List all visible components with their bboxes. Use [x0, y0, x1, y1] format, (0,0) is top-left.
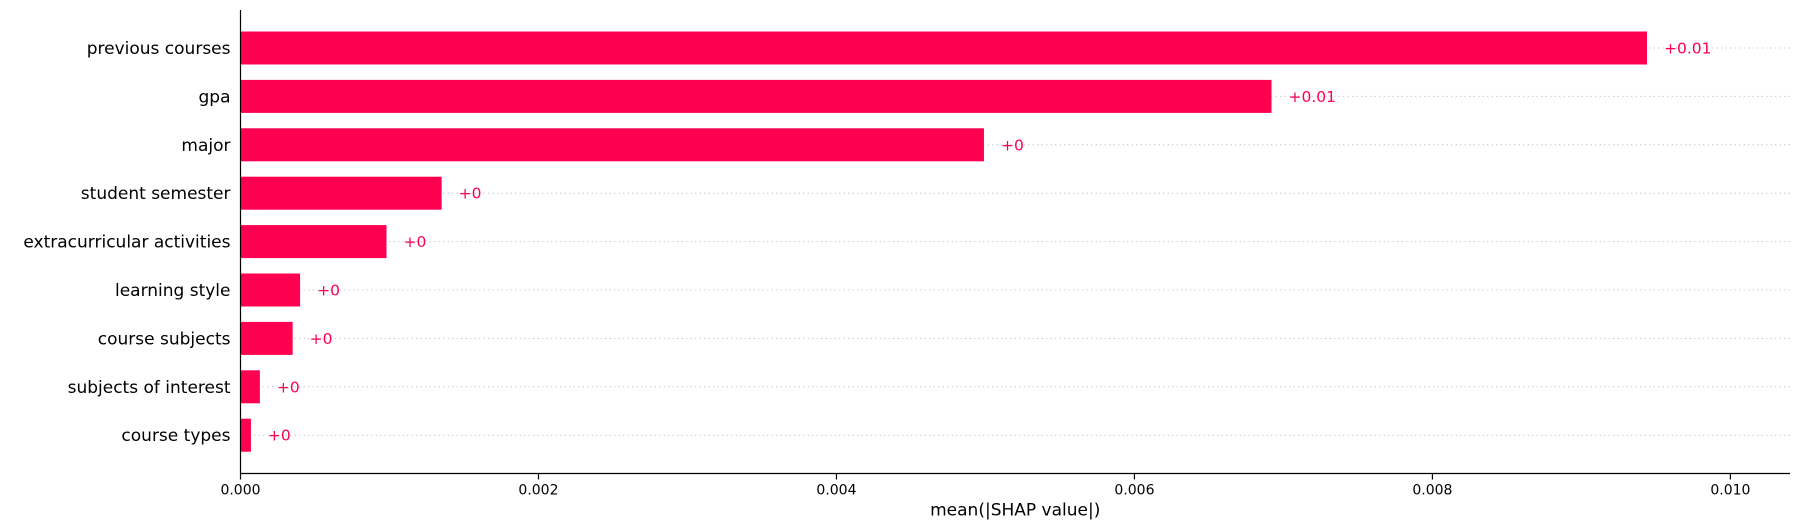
feature-label: subjects of interest: [68, 378, 231, 398]
x-tick-label: 0.002: [518, 483, 558, 499]
value-label: +0: [459, 185, 482, 203]
feature-labels: previous courses gpa major student semester…: [23, 39, 230, 446]
feature-label: major: [181, 136, 230, 156]
feature-label: course subjects: [98, 329, 231, 349]
bar-course-types: [240, 418, 251, 452]
value-label: +0: [1001, 136, 1024, 154]
bar-major: [240, 128, 984, 162]
x-tick-label: 0.004: [816, 483, 856, 499]
value-label: +0: [317, 282, 340, 300]
bar-student-semester: [240, 176, 442, 210]
feature-label: gpa: [199, 87, 231, 107]
x-axis-title: mean(|SHAP value|): [930, 501, 1100, 521]
feature-label: student semester: [81, 184, 231, 204]
x-axis-ticks: 0.000 0.002 0.004 0.006 0.008 0.010: [220, 473, 1750, 499]
bar-subjects-of-interest: [240, 370, 260, 404]
x-tick-label: 0.006: [1114, 483, 1154, 499]
bar-learning-style: [240, 273, 301, 307]
feature-label: learning style: [115, 281, 231, 301]
feature-label: course types: [121, 426, 230, 446]
bar-extracurricular-activities: [240, 225, 387, 259]
x-tick-label: 0.008: [1412, 483, 1452, 499]
value-label: +0: [268, 427, 291, 445]
bar-previous-courses: [240, 31, 1647, 65]
x-tick-label: 0.010: [1710, 483, 1750, 499]
value-labels: +0.01 +0.01 +0 +0 +0 +0 +0 +0 +0: [268, 40, 1712, 445]
feature-label: previous courses: [87, 39, 231, 59]
value-label: +0.01: [1289, 88, 1337, 106]
value-label: +0: [310, 330, 333, 348]
value-label: +0: [277, 378, 300, 396]
value-label: +0: [404, 233, 427, 251]
feature-label: extracurricular activities: [23, 233, 230, 253]
x-tick-label: 0.000: [220, 483, 260, 499]
bar-course-subjects: [240, 321, 293, 355]
value-label: +0.01: [1664, 40, 1712, 58]
bar-gpa: [240, 79, 1272, 113]
bars: [240, 31, 1647, 452]
